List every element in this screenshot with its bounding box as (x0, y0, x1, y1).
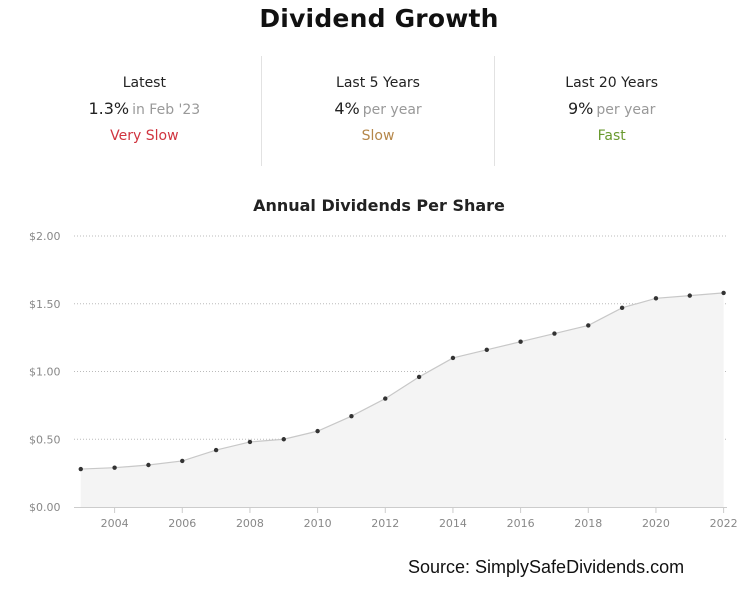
series-line (80, 292, 724, 470)
data-point (349, 414, 354, 419)
stat-value-row: 4% per year (262, 99, 495, 118)
stat-last-5-years: Last 5 Years 4% per year Slow (260, 56, 495, 166)
x-tick-label: 2014 (439, 517, 467, 530)
y-tick-label: $1.00 (29, 366, 61, 379)
data-point (484, 347, 489, 353)
data-point (247, 439, 253, 445)
data-point (180, 458, 185, 464)
data-point (586, 323, 591, 328)
x-tick-label: 2018 (574, 517, 602, 530)
stat-value-row: 9% per year (495, 99, 728, 118)
stat-rating: Slow (361, 128, 395, 144)
stat-last-20-years: Last 20 Years 9% per year Fast (494, 56, 728, 166)
x-tick-label: 2020 (642, 517, 670, 530)
stat-label: Latest (122, 75, 166, 91)
stat-rating: Fast (597, 128, 626, 144)
data-point (518, 339, 523, 344)
stat-unit: per year (596, 102, 656, 118)
stat-rating: Very Slow (110, 128, 179, 144)
source-credit: Source: SimplySafeDividends.com (408, 557, 685, 577)
series-area (80, 292, 724, 507)
y-tick-label: $0.50 (29, 433, 61, 446)
data-point (687, 293, 692, 298)
data-point (552, 331, 557, 336)
stat-value: 9% (568, 99, 594, 118)
y-tick-label: $2.00 (29, 230, 61, 243)
x-tick-label: 2022 (710, 517, 738, 530)
chart-title: Annual Dividends Per Share (253, 196, 505, 215)
data-point (213, 447, 219, 453)
x-tick-label: 2012 (371, 517, 399, 530)
data-point (315, 428, 320, 434)
data-point (281, 437, 286, 442)
x-tick-label: 2006 (168, 517, 196, 530)
y-tick-label: $0.00 (29, 501, 61, 514)
stat-value: 1.3% (88, 99, 130, 118)
data-point (619, 305, 625, 311)
x-tick-label: 2016 (507, 517, 535, 530)
page-title: Dividend Growth (259, 4, 499, 33)
stat-value: 4% (334, 99, 360, 118)
x-tick-label: 2010 (304, 517, 332, 530)
data-point (653, 296, 659, 301)
stat-label: Last 20 Years (565, 75, 659, 91)
data-point (112, 465, 117, 470)
data-point (146, 462, 151, 468)
stat-unit: in Feb '23 (132, 102, 201, 118)
data-point (450, 355, 456, 361)
data-point (78, 466, 83, 472)
y-tick-label: $1.50 (29, 298, 61, 311)
data-point (721, 290, 726, 296)
stat-value-row: 1.3% in Feb '23 (28, 99, 261, 118)
stat-label: Last 5 Years (336, 75, 420, 91)
stat-unit: per year (362, 102, 422, 118)
data-point (416, 374, 422, 380)
stats-panel: Latest 1.3% in Feb '23 Very Slow Last 5 Y… (28, 56, 728, 166)
stat-latest: Latest 1.3% in Feb '23 Very Slow (28, 56, 261, 166)
x-tick-label: 2004 (101, 517, 129, 530)
x-tick-label: 2008 (236, 517, 264, 530)
data-point (383, 396, 388, 401)
